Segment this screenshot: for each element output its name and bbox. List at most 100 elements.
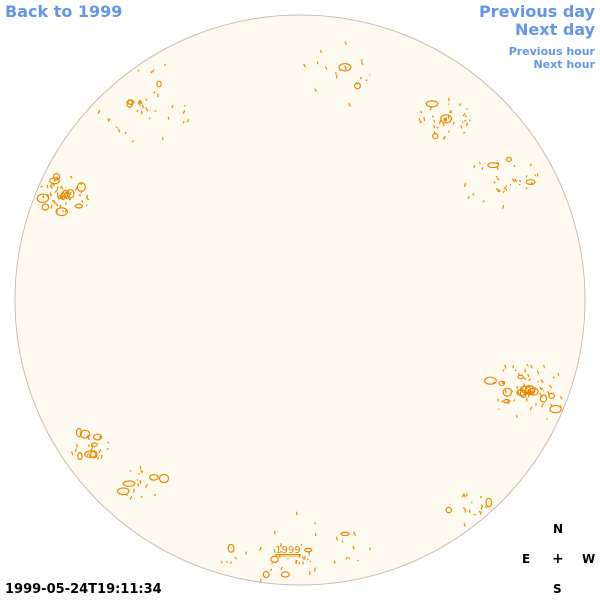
contour-fragment: [496, 166, 499, 170]
contour-fragment: [484, 505, 488, 509]
contour-fragment: [182, 110, 186, 115]
contour-fragment: [549, 403, 553, 407]
contour-fragment: [280, 566, 283, 571]
contour-fragment: [79, 429, 91, 439]
contour-fragment: [51, 199, 54, 202]
contour-fragment: [85, 204, 88, 207]
contour-fragment: [49, 177, 60, 185]
contour-fragment: [50, 204, 53, 209]
previous-day-link[interactable]: Previous day: [478, 2, 595, 21]
contour-fragment: [539, 386, 543, 391]
contour-fragment: [53, 179, 56, 182]
contour-fragment: [140, 495, 143, 498]
contour-fragment: [348, 102, 351, 107]
contour-fragment: [87, 437, 90, 441]
contour-fragment: [534, 173, 537, 177]
contour-fragment: [501, 204, 505, 210]
contour-fragment: [549, 384, 553, 389]
contour-fragment: [86, 197, 90, 201]
contour-fragment: [183, 104, 186, 107]
year-marker-link[interactable]: 1999: [275, 545, 300, 556]
contour-fragment: [75, 427, 83, 438]
contour-fragment: [129, 495, 133, 500]
compass-center-mark: +: [552, 551, 564, 567]
contour-fragment: [484, 376, 497, 385]
contour-fragment: [467, 195, 470, 199]
contour-fragment: [55, 203, 59, 207]
contour-fragment: [107, 118, 110, 122]
contour-fragment: [86, 452, 90, 456]
next-day-link[interactable]: Next day: [515, 20, 595, 39]
contour-fragment: [557, 372, 560, 376]
contour-fragment: [68, 198, 72, 201]
contour-fragment: [478, 161, 481, 164]
contour-fragment: [84, 450, 97, 459]
contour-fragment: [273, 548, 276, 553]
contour-fragment: [335, 536, 339, 541]
contour-fragment: [136, 482, 140, 487]
contour-fragment: [304, 547, 313, 553]
contour-fragment: [523, 377, 527, 381]
contour-fragment: [479, 511, 482, 515]
contour-fragment: [140, 470, 143, 474]
contour-fragment: [90, 446, 94, 451]
contour-fragment: [460, 125, 463, 129]
contour-fragment: [167, 116, 170, 120]
contour-fragment: [64, 209, 67, 213]
contour-fragment: [529, 163, 533, 167]
back-to-year-link[interactable]: Back to 1999: [5, 2, 123, 21]
active-region-contours: [36, 41, 563, 582]
contour-fragment: [504, 187, 508, 192]
contour-fragment: [92, 433, 103, 441]
contour-fragment: [229, 561, 232, 564]
contour-fragment: [497, 398, 499, 402]
contour-fragment: [99, 435, 102, 440]
contour-fragment: [126, 99, 133, 108]
contour-fragment: [548, 394, 550, 397]
contour-fragment: [158, 473, 170, 484]
contour-fragment: [360, 61, 364, 66]
contour-fragment: [137, 101, 141, 106]
contour-fragment: [62, 197, 65, 200]
contour-fragment: [442, 122, 445, 127]
previous-hour-link[interactable]: Previous hour: [508, 45, 595, 58]
contour-fragment: [124, 480, 127, 483]
contour-fragment: [462, 112, 466, 117]
contour-fragment: [344, 41, 348, 46]
contour-fragment: [156, 80, 162, 88]
contour-fragment: [153, 91, 156, 94]
contour-fragment: [359, 76, 363, 80]
contour-fragment: [280, 550, 283, 553]
contour-fragment: [449, 111, 452, 114]
contour-fragment: [40, 185, 43, 188]
contour-fragment: [420, 110, 423, 114]
contour-fragment: [559, 396, 563, 400]
contour-fragment: [464, 509, 467, 513]
contour-fragment: [452, 121, 455, 125]
contour-fragment: [450, 109, 453, 114]
contour-fragment: [186, 118, 190, 123]
compass-south-label: S: [553, 582, 562, 596]
contour-fragment: [433, 124, 436, 129]
contour-fragment: [96, 456, 100, 460]
contour-fragment: [132, 488, 135, 493]
contour-fragment: [80, 182, 83, 186]
contour-fragment: [425, 100, 439, 108]
contour-fragment: [547, 390, 550, 395]
contour-fragment: [124, 131, 127, 135]
contour-fragment: [97, 109, 101, 115]
contour-fragment: [443, 135, 446, 139]
contour-fragment: [443, 118, 446, 122]
contour-fragment: [485, 497, 493, 508]
contour-fragment: [431, 115, 435, 118]
contour-fragment: [433, 119, 436, 123]
next-hour-link[interactable]: Next hour: [533, 58, 596, 71]
contour-fragment: [262, 570, 270, 579]
contour-fragment: [144, 483, 148, 489]
contour-fragment: [52, 172, 61, 181]
contour-fragment: [138, 100, 141, 105]
contour-fragment: [442, 137, 446, 140]
contour-fragment: [139, 99, 143, 105]
contour-fragment: [125, 494, 128, 497]
contour-fragment: [440, 114, 453, 124]
